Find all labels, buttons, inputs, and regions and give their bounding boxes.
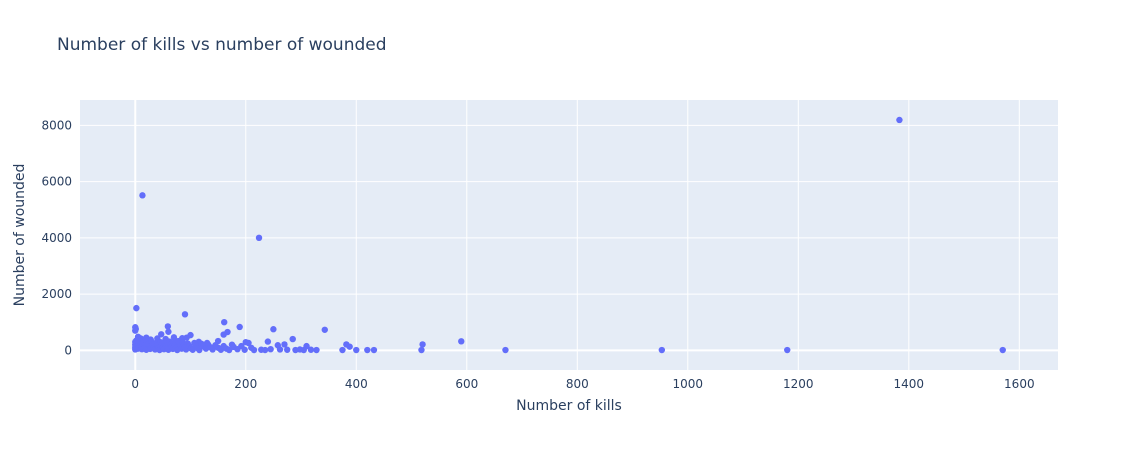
x-tick-labels: 0 200 400 600 800 1000 1200 1400 1600 — [131, 377, 1034, 391]
data-point — [370, 346, 378, 354]
y-tick-label: 6000 — [41, 175, 72, 189]
data-point — [364, 346, 371, 354]
data-point — [220, 331, 227, 338]
data-point — [300, 346, 307, 354]
data-point — [458, 338, 465, 345]
data-point — [183, 334, 190, 341]
data-point — [270, 326, 277, 333]
y-axis-title: Number of wounded — [12, 164, 28, 307]
data-point — [281, 341, 288, 348]
data-point — [264, 338, 272, 345]
y-tick-label: 4000 — [41, 231, 72, 245]
data-point — [267, 345, 274, 353]
plot-area — [80, 100, 1058, 370]
data-point — [307, 346, 315, 353]
data-point — [133, 304, 140, 312]
data-point — [784, 346, 791, 354]
data-point — [321, 326, 328, 333]
data-point — [418, 346, 425, 354]
data-point — [170, 334, 178, 341]
data-point — [313, 346, 320, 354]
x-tick-label: 200 — [234, 377, 257, 391]
data-point — [236, 323, 243, 331]
x-tick-label: 1600 — [1004, 377, 1035, 391]
data-point — [261, 346, 269, 354]
data-point — [132, 327, 139, 334]
data-point — [158, 331, 165, 338]
data-point — [164, 323, 172, 330]
data-point — [250, 346, 258, 354]
y-tick-label: 0 — [64, 343, 72, 357]
data-point — [245, 339, 252, 347]
data-point — [139, 192, 146, 199]
data-point — [284, 346, 291, 353]
data-point — [339, 346, 346, 354]
data-point — [353, 346, 360, 354]
data-point — [658, 346, 666, 354]
data-point — [255, 234, 263, 242]
x-tick-label: 1400 — [894, 377, 925, 391]
data-point — [502, 346, 509, 354]
x-axis-title: Number of kills — [516, 398, 622, 414]
data-point — [221, 318, 228, 326]
data-points — [132, 116, 1006, 354]
x-tick-label: 600 — [455, 377, 478, 391]
y-tick-label: 8000 — [41, 118, 72, 132]
data-point — [196, 346, 203, 354]
data-point — [165, 328, 172, 335]
data-point — [419, 341, 426, 348]
x-tick-label: 0 — [131, 377, 139, 391]
x-tick-label: 800 — [566, 377, 589, 391]
x-tick-label: 400 — [345, 377, 368, 391]
data-point — [346, 343, 353, 350]
y-tick-labels: 0 2000 4000 6000 8000 — [41, 118, 72, 357]
x-tick-label: 1000 — [673, 377, 704, 391]
data-point — [181, 311, 189, 318]
x-tick-label: 1200 — [783, 377, 814, 391]
data-point — [241, 346, 248, 353]
data-point — [896, 116, 903, 124]
y-tick-label: 2000 — [41, 287, 72, 301]
chart-title: Number of kills vs number of wounded — [57, 35, 387, 55]
data-point — [276, 346, 284, 353]
data-point — [289, 335, 296, 343]
data-point — [999, 346, 1006, 354]
